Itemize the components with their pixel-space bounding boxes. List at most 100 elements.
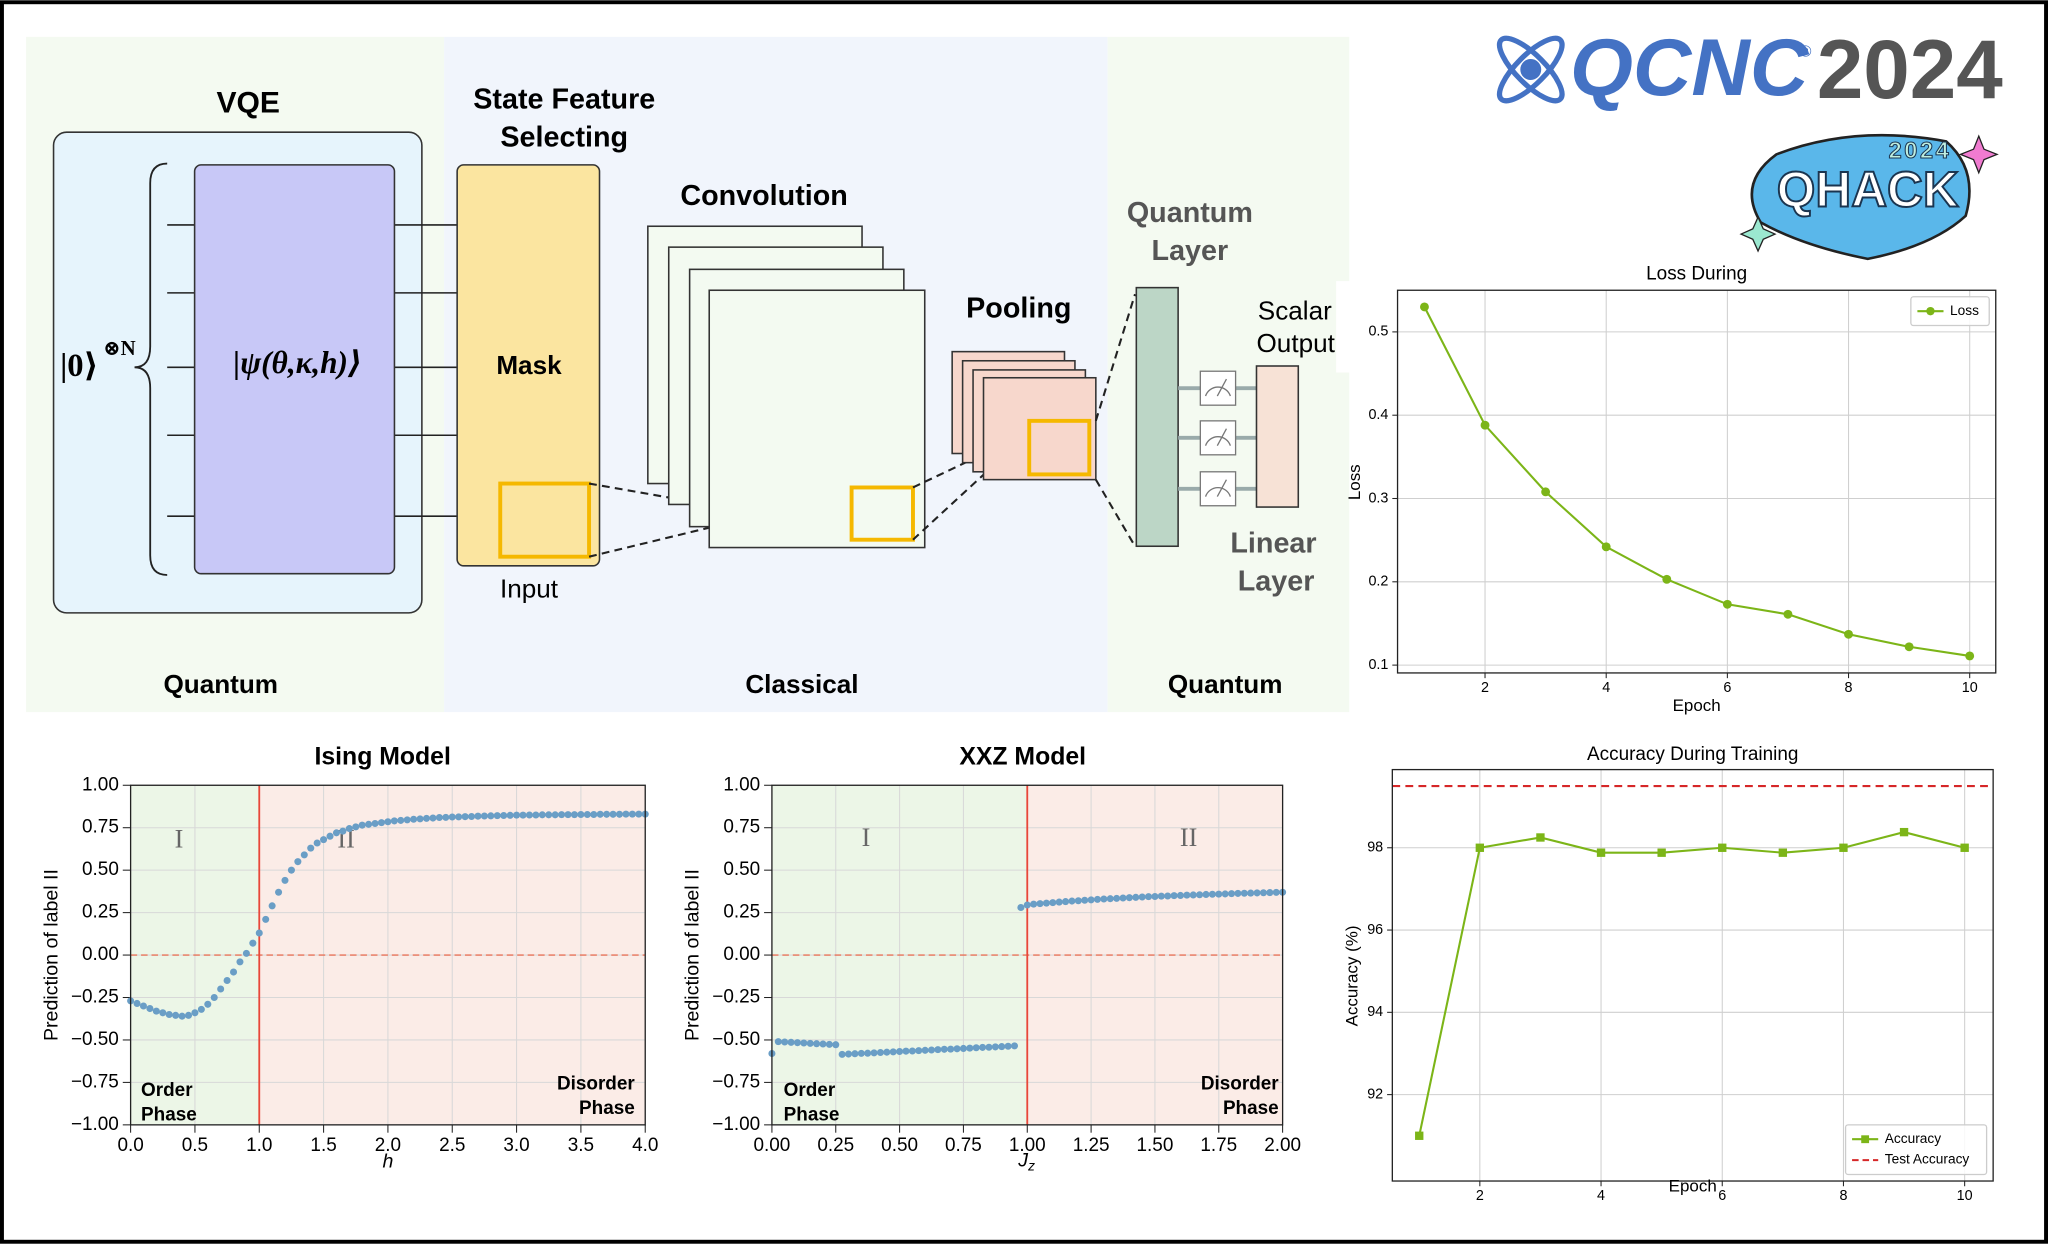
logo-year: 2024: [1817, 22, 2003, 116]
y-tick-label: 0.25: [723, 902, 760, 923]
y-tick-label: −1.00: [71, 1114, 119, 1135]
ket-psi: |ψ(θ,κ,h)⟩: [233, 345, 362, 380]
point: [1189, 891, 1197, 899]
point: [959, 1044, 967, 1052]
point: [985, 1043, 993, 1051]
point: [551, 811, 559, 819]
x-axis-label-text: Epoch: [1673, 696, 1721, 715]
x-tick-label: 0.25: [817, 1135, 854, 1156]
point: [1253, 889, 1261, 897]
x-tick-label: 1.25: [1073, 1135, 1110, 1156]
projection-lines: [912, 448, 998, 541]
point: [525, 811, 533, 819]
logo-registered: ®: [1800, 44, 1812, 61]
phase-label: Order: [784, 1080, 836, 1101]
point: [1266, 889, 1274, 897]
point: [1093, 895, 1102, 903]
atom-icon: [1496, 35, 1565, 104]
y-tick-label: 98: [1367, 840, 1383, 856]
point: [915, 1047, 923, 1055]
marker: [1904, 642, 1914, 652]
output-label: Scalar: [1258, 295, 1332, 325]
point: [876, 1048, 884, 1057]
y-axis-label: Loss: [1345, 464, 1364, 500]
phase-label: Phase: [784, 1105, 840, 1126]
point: [287, 866, 295, 874]
x-tick-label: 3.0: [503, 1135, 529, 1156]
marker: [1541, 487, 1551, 497]
point: [1010, 1042, 1019, 1050]
x-tick-label: 2: [1476, 1188, 1484, 1204]
point: [1145, 893, 1153, 901]
point: [991, 1043, 999, 1051]
y-axis-label: Accuracy (%): [1343, 926, 1362, 1027]
x-tick-label: 2.5: [439, 1135, 465, 1156]
point: [832, 1041, 840, 1049]
quantum-layer-box: [1135, 286, 1179, 548]
point: [1221, 890, 1229, 898]
y-tick-label: 0.50: [82, 859, 119, 880]
marker: [1839, 843, 1848, 852]
x-tick-label: 10: [1957, 1188, 1973, 1204]
y-tick-label: −0.50: [712, 1029, 760, 1050]
measurement-icons: [1199, 370, 1237, 507]
marker: [1722, 599, 1732, 609]
x-tick-label: 1.0: [246, 1135, 272, 1156]
point: [934, 1046, 942, 1054]
region-label: I: [862, 823, 871, 852]
point: [806, 1039, 814, 1047]
stage-title: Layer: [1152, 235, 1229, 267]
point: [397, 816, 405, 824]
point: [159, 1009, 167, 1017]
point: [513, 811, 521, 819]
point: [307, 844, 315, 852]
point: [1164, 892, 1172, 900]
marker: [1965, 651, 1975, 661]
stage-title: Quantum: [1127, 197, 1253, 229]
x-tick-label: 0.00: [754, 1135, 791, 1156]
legend-label: Accuracy: [1885, 1131, 1941, 1146]
point: [1170, 892, 1178, 900]
point: [927, 1046, 936, 1054]
marker: [1480, 420, 1490, 430]
point: [217, 985, 225, 993]
y-tick-label: 1.00: [82, 774, 119, 795]
badge-name: QHACK: [1777, 162, 1959, 218]
point: [326, 832, 334, 840]
sparkle: [1739, 215, 1777, 253]
point: [403, 816, 411, 824]
point: [332, 829, 340, 837]
x-axis-label-text: h: [382, 1151, 393, 1173]
point: [1055, 898, 1063, 906]
legend: Loss: [1910, 296, 1990, 327]
point: [422, 814, 431, 822]
point: [429, 814, 437, 822]
point: [1125, 894, 1133, 902]
point: [1113, 894, 1121, 902]
point: [1068, 897, 1076, 905]
phase-label: Disorder: [557, 1073, 635, 1094]
point: [184, 1011, 193, 1019]
phase-label: Order: [141, 1080, 193, 1101]
point: [1030, 900, 1038, 908]
point: [864, 1049, 872, 1057]
point: [1157, 892, 1165, 900]
x-tick-label: 4: [1597, 1188, 1605, 1204]
brace: [134, 162, 168, 576]
point: [1106, 895, 1114, 903]
point: [787, 1038, 795, 1046]
point: [493, 812, 501, 820]
point: [474, 812, 482, 820]
point: [230, 968, 238, 976]
marker: [1778, 848, 1788, 857]
point: [468, 812, 476, 821]
point: [793, 1039, 801, 1047]
stage-title: Selecting: [500, 121, 628, 153]
point: [819, 1040, 827, 1048]
x-tick-label: 0.5: [182, 1135, 208, 1156]
point: [197, 1005, 205, 1013]
chart-title: Accuracy During Training: [1587, 744, 1798, 765]
mask-box: [456, 164, 601, 567]
phase-label: Phase: [579, 1098, 635, 1119]
